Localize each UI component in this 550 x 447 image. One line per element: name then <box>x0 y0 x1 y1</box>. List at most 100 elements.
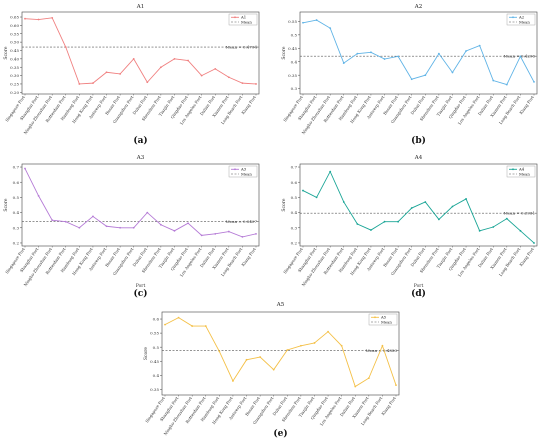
data-point <box>92 82 94 85</box>
y-tick-label: 0.6 <box>13 180 20 185</box>
series-line-a5 <box>164 317 397 388</box>
data-point <box>105 225 108 228</box>
legend-series-marker <box>512 168 514 171</box>
data-point <box>327 330 329 333</box>
data-point <box>533 242 535 244</box>
data-point <box>64 220 67 223</box>
y-axis-label: Score <box>3 46 9 59</box>
y-tick-label: 0.35 <box>150 387 159 392</box>
y-tick-label: 0.55 <box>288 19 297 24</box>
data-point <box>410 207 413 209</box>
data-point <box>24 167 26 170</box>
data-point <box>227 76 230 79</box>
data-point <box>329 27 332 30</box>
data-point <box>92 215 94 218</box>
data-point <box>78 83 81 85</box>
data-point <box>370 51 372 54</box>
y-tick-label: 0.55 <box>10 31 19 36</box>
data-point <box>24 17 26 20</box>
plot-frame <box>299 163 538 247</box>
data-point <box>132 57 135 60</box>
data-point <box>354 385 357 388</box>
x-axis-label: Port <box>136 283 146 289</box>
data-point <box>383 220 386 223</box>
y-tick-label: 0.35 <box>10 65 19 70</box>
y-tick-label: 0.45 <box>150 359 159 364</box>
data-point <box>191 325 194 327</box>
y-tick-label: 0.4 <box>153 373 160 378</box>
legend-series-marker <box>234 16 236 19</box>
legend-mean-label: Mean <box>241 19 252 24</box>
data-point <box>383 58 386 60</box>
chart-title: A1 <box>136 4 144 10</box>
y-tick-label: 0.5 <box>153 345 160 350</box>
y-axis-label: Score <box>143 347 149 360</box>
y-tick-label: 0.3 <box>291 86 298 91</box>
series-line-a2 <box>302 19 535 86</box>
chart-title: A4 <box>414 155 423 161</box>
legend-box <box>228 13 258 26</box>
panel-label: (d) <box>411 288 426 299</box>
data-point <box>227 230 230 233</box>
data-point <box>329 170 332 173</box>
y-tick-label: 0.50 <box>10 40 19 45</box>
legend-series-marker <box>512 16 514 19</box>
data-point <box>177 316 180 319</box>
data-point <box>397 55 400 58</box>
data-point <box>519 229 522 232</box>
chart-title: A3 <box>136 155 145 161</box>
y-tick-label: 0.5 <box>291 32 298 37</box>
data-point <box>200 74 203 77</box>
data-point <box>200 234 203 237</box>
y-tick-label: 0.65 <box>10 15 19 20</box>
data-point <box>51 16 54 19</box>
y-tick-label: 0.4 <box>13 210 20 215</box>
data-point <box>519 55 522 58</box>
data-point <box>286 349 289 351</box>
panel-label: (b) <box>411 135 426 146</box>
y-tick-label: 0.7 <box>13 165 20 170</box>
y-tick-label: 0.5 <box>291 195 298 200</box>
data-point <box>245 358 248 361</box>
data-point <box>397 220 400 223</box>
data-point <box>119 226 122 229</box>
y-tick-label: 0.3 <box>13 225 20 230</box>
data-point <box>187 222 189 225</box>
y-tick-label: 0.5 <box>13 195 20 200</box>
data-point <box>214 232 217 235</box>
series-line-a4 <box>302 170 535 244</box>
data-point <box>465 50 467 52</box>
data-point <box>146 81 149 84</box>
data-point <box>437 218 440 221</box>
legend-box <box>228 165 258 178</box>
legend-box <box>506 165 536 178</box>
data-point <box>259 356 262 358</box>
data-point <box>272 368 275 371</box>
y-tick-label: 0.30 <box>10 73 19 78</box>
data-point <box>255 83 257 85</box>
data-point <box>451 71 454 74</box>
chart-title: A5 <box>276 302 285 308</box>
data-point <box>204 325 207 327</box>
data-point <box>105 71 108 74</box>
y-tick-label: 0.3 <box>291 225 298 230</box>
data-point <box>356 52 359 55</box>
plot-frame <box>21 163 260 247</box>
chart-title: A2 <box>414 4 422 10</box>
legend-mean-label: Mean <box>241 171 252 176</box>
panel-label: (a) <box>133 135 147 146</box>
data-point <box>173 229 176 232</box>
mean-annotation: Mean = 0.4883 <box>366 348 398 353</box>
data-point <box>492 226 495 228</box>
y-tick-label: 0.45 <box>288 46 297 51</box>
y-tick-label: 0.20 <box>10 90 19 95</box>
x-axis-label: Port <box>414 283 424 289</box>
data-point <box>367 377 370 380</box>
legend-series-label: A5 <box>380 315 387 320</box>
y-tick-label: 0.2 <box>13 241 20 246</box>
data-point <box>173 57 176 60</box>
